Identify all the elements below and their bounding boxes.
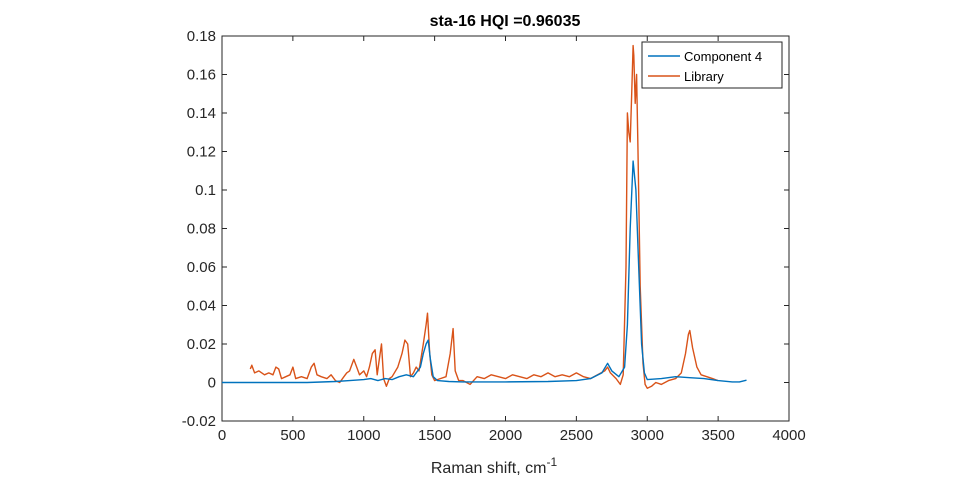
y-tick-label: 0.12 — [187, 144, 216, 161]
y-axis: -0.02 0 0.02 0.04 0.06 0.08 0.1 0.12 0.14 0.16 0.1… — [182, 28, 789, 430]
series-line-library — [249, 44, 719, 389]
series-line-component-4 — [222, 160, 747, 384]
y-tick-label: -0.02 — [182, 413, 216, 430]
y-tick-label: 0.08 — [187, 221, 216, 238]
x-tick-label: 3000 — [631, 427, 664, 444]
x-tick-label: 0 — [218, 427, 226, 444]
legend: Component 4 Library — [641, 41, 783, 89]
x-tick-label: 4000 — [772, 427, 805, 444]
y-tick-label: 0.16 — [187, 67, 216, 84]
x-tick-label: 1000 — [347, 427, 380, 444]
legend-label: Library — [684, 69, 724, 84]
y-tick-label: 0.1 — [195, 182, 216, 199]
series-layer — [222, 44, 747, 389]
x-axis-label-text: Raman shift, cm — [431, 460, 547, 477]
legend-label: Component 4 — [684, 49, 762, 64]
chart-title: sta-16 HQI =0.96035 — [430, 13, 581, 30]
legend-box — [641, 41, 783, 89]
x-axis-label-superscript: -1 — [546, 455, 557, 469]
x-tick-label: 3500 — [701, 427, 734, 444]
y-tick-label: 0.04 — [187, 298, 216, 315]
plot-area — [221, 35, 790, 422]
x-tick-label: 1500 — [418, 427, 451, 444]
y-tick-label: 0.18 — [187, 28, 216, 45]
x-axis: 0 500 1000 1500 2000 2500 3000 3500 4000 — [218, 36, 806, 444]
y-tick-label: 0.14 — [187, 105, 216, 122]
x-tick-label: 2500 — [560, 427, 593, 444]
x-tick-label: 500 — [280, 427, 305, 444]
x-tick-label: 2000 — [489, 427, 522, 444]
y-tick-label: 0.06 — [187, 259, 216, 276]
y-tick-label: 0.02 — [187, 336, 216, 353]
y-tick-label: 0 — [208, 375, 216, 392]
x-axis-label: Raman shift, cm-1 — [431, 455, 558, 477]
